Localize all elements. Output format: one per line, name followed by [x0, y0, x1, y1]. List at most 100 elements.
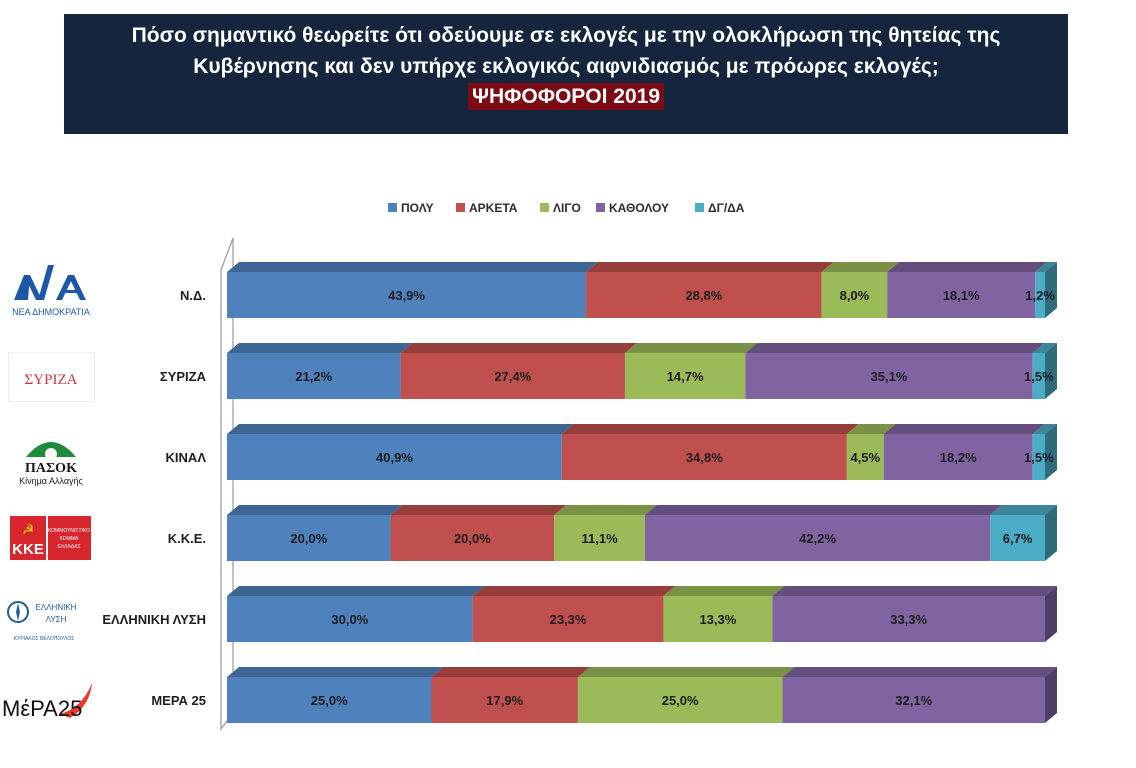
bar-segment-2-1 [561, 434, 847, 480]
data-label-1-2: 14,7% [667, 369, 704, 384]
category-label-4: ΕΛΛΗΝΙΚΗ ΛΥΣΗ [102, 612, 206, 627]
bar-segment-0-2 [821, 272, 888, 318]
bar-side-5 [1045, 667, 1057, 723]
bar-segment-5-0 [227, 677, 432, 723]
data-label-3-3: 42,2% [799, 531, 836, 546]
bar-top-1-2 [624, 343, 758, 353]
data-label-3-4: 6,7% [1003, 531, 1033, 546]
bar-segment-3-1 [390, 515, 555, 561]
category-label-2: ΚΙΝΑΛ [166, 450, 207, 465]
bar-segment-4-2 [663, 596, 773, 642]
bar-side-2 [1045, 424, 1057, 480]
bar-top-4-0 [227, 586, 485, 596]
bar-segment-5-3 [782, 677, 1045, 723]
data-label-5-2: 25,0% [662, 693, 699, 708]
bar-side-4 [1045, 586, 1057, 642]
pasok-logo: ΠΑΣΟΚ Κίνημα Αλλαγής [6, 432, 96, 487]
bar-segment-4-1 [472, 596, 664, 642]
bar-top-5-3 [782, 667, 1057, 677]
data-label-3-2: 11,1% [582, 531, 619, 546]
bar-top-3-4 [990, 505, 1057, 515]
legend-label-1: ΑΡΚΕΤΑ [469, 201, 518, 215]
legend-label-3: ΚΑΘΟΛΟΥ [609, 201, 669, 215]
subtitle-badge: ΨΗΦΟΦΟΡΟΙ 2019 [467, 83, 665, 110]
bar-segment-2-3 [883, 434, 1033, 480]
legend-swatch-4 [695, 203, 704, 212]
bar-top-5-0 [227, 667, 444, 677]
bar-segment-5-2 [577, 677, 783, 723]
data-label-5-1: 17,9% [486, 693, 523, 708]
bar-top-4-3 [772, 586, 1057, 596]
elliniki-lysi-logo-subtext: ΚΥΡΙΑΚΟΣ ΒΕΛΟΠΟΥΛΟΣ [14, 636, 75, 642]
bar-top-3-1 [390, 505, 567, 515]
bar-top-3-3 [644, 505, 1003, 515]
bar-segment-3-0 [227, 515, 391, 561]
bar-segment-3-3 [644, 515, 991, 561]
data-label-2-2: 4,5% [850, 450, 880, 465]
bar-segment-1-3 [745, 353, 1033, 399]
title-line-2: Κυβέρνησης και δεν υπήρχε εκλογικός αιφν… [193, 55, 939, 78]
title-line-1: Πόσο σημαντικό θεωρείτε ότι οδεύουμε σε … [131, 24, 1001, 47]
bar-top-3-0 [227, 505, 403, 515]
legend-swatch-3 [596, 203, 605, 212]
data-label-1-4: 1,5% [1024, 369, 1054, 384]
bar-segment-0-1 [586, 272, 822, 318]
bar-segment-0-4 [1035, 272, 1045, 318]
bar-segment-1-0 [227, 353, 401, 399]
bar-top-2-2 [846, 424, 896, 434]
bar-top-0-0 [227, 262, 599, 272]
data-label-0-1: 28,8% [685, 288, 722, 303]
kke-logo: ☭ ΚΚΕ ΚΟΜΜΟΥΝΙΣΤΙΚΟ ΚΟΜΜΑ ΕΛΛΑΔΑΣ [8, 512, 93, 564]
mera25-logo-text: ΜέΡΑ25 [2, 696, 82, 721]
data-label-3-1: 20,0% [454, 531, 491, 546]
elliniki-lysi-logo: ΕΛΛΗΝΙΚΗ ΛΥΣΗ ΚΥΡΙΑΚΟΣ ΒΕΛΟΠΟΥΛΟΣ [4, 590, 84, 650]
data-label-2-4: 1,5% [1024, 450, 1054, 465]
pasok-logo-subtext: Κίνημα Αλλαγής [19, 476, 83, 486]
bar-segment-0-0 [227, 272, 587, 318]
bar-top-0-2 [821, 262, 900, 272]
svg-text:ΚΟΜΜΟΥΝΙΣΤΙΚΟ: ΚΟΜΜΟΥΝΙΣΤΙΚΟ [48, 528, 90, 534]
kke-logo-text: ΚΚΕ [12, 541, 44, 558]
bar-top-1-1 [400, 343, 637, 353]
legend-label-4: ΔΓ/ΔΑ [708, 201, 745, 215]
bar-top-0-4 [1035, 262, 1057, 272]
nd-logo-mark: ΝΕΑ ΔΗΜΟΚΡΑΤΙΑ [12, 265, 90, 317]
bar-top-1-0 [227, 343, 413, 353]
bar-segment-2-0 [227, 434, 562, 480]
bar-top-4-2 [663, 586, 785, 596]
data-label-0-2: 8,0% [840, 288, 870, 303]
data-label-5-0: 25,0% [311, 693, 348, 708]
svg-text:ΕΛΛΗΝΙΚΗ: ΕΛΛΗΝΙΚΗ [36, 603, 77, 612]
data-label-1-3: 35,1% [871, 369, 908, 384]
data-label-1-1: 27,4% [494, 369, 531, 384]
bar-top-2-3 [883, 424, 1045, 434]
data-label-2-3: 18,2% [940, 450, 977, 465]
data-label-3-0: 20,0% [290, 531, 327, 546]
bar-top-0-1 [586, 262, 834, 272]
legend-swatch-0 [388, 203, 397, 212]
bar-top-1-4 [1032, 343, 1057, 353]
bar-segment-4-0 [227, 596, 473, 642]
title-box: Πόσο σημαντικό θεωρείτε ότι οδεύουμε σε … [64, 14, 1068, 134]
svg-text:ΕΛΛΑΔΑΣ: ΕΛΛΑΔΑΣ [57, 544, 80, 550]
category-label-1: ΣΥΡΙΖΑ [160, 369, 207, 384]
data-label-4-0: 30,0% [331, 612, 368, 627]
bar-segment-1-2 [624, 353, 746, 399]
legend-label-2: ΛΙΓΟ [553, 201, 581, 215]
bar-top-5-1 [431, 667, 590, 677]
data-label-4-1: 23,3% [550, 612, 587, 627]
data-label-2-1: 34,8% [686, 450, 723, 465]
bar-top-3-2 [554, 505, 657, 515]
legend-swatch-1 [456, 203, 465, 212]
bar-segment-1-1 [400, 353, 625, 399]
syriza-logo-text: ΣΥΡΙΖΑ [25, 372, 78, 388]
svg-text:☭: ☭ [22, 522, 35, 538]
bar-segment-2-2 [846, 434, 884, 480]
bar-top-4-1 [472, 586, 676, 596]
data-label-2-0: 40,9% [376, 450, 413, 465]
bar-segment-3-4 [990, 515, 1045, 561]
svg-text:ΛΥΣΗ: ΛΥΣΗ [46, 615, 67, 624]
bar-top-2-0 [227, 424, 574, 434]
bar-segment-4-3 [772, 596, 1045, 642]
